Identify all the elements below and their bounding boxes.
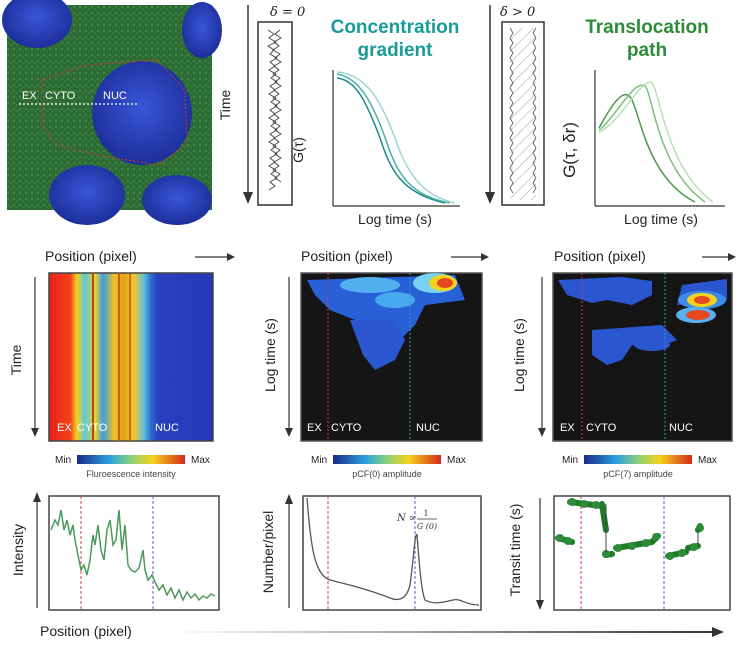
micro-label-ex: EX <box>22 90 37 102</box>
position-label-1: Position (pixel) <box>45 248 137 264</box>
scale-caption-3: pCF(7) amplitude <box>603 469 673 479</box>
delta-pos-label: δ > 0 <box>500 5 535 20</box>
trans-title-line2: path <box>626 40 668 61</box>
region-nuc-1: NUC <box>155 422 179 434</box>
log-time-label-1: Log time (s) <box>358 211 432 227</box>
scale-max-1: Max <box>191 455 210 466</box>
translocation-title: Translocation path <box>572 16 722 62</box>
log-time-label-2: Log time (s) <box>624 211 698 227</box>
region-ex-1: EX <box>57 422 72 434</box>
n-formula-den: G (0) <box>417 522 437 531</box>
time-label-top: Time <box>217 89 233 120</box>
pcf0-panel: Position (pixel) Log time (s) EX CYTO NU… <box>262 248 489 479</box>
number-pixel-panel: Number/pixel N ∝ 1 G (0) <box>260 494 482 611</box>
translocation-plot: G(τ, δr) Log time (s) <box>560 70 725 227</box>
position-label-2: Position (pixel) <box>301 248 393 264</box>
pcf7-panel: Position (pixel) Log time (s) EX CYTO NU… <box>511 248 736 479</box>
scale-max-2: Max <box>447 455 466 466</box>
scale-caption-2: pCF(0) amplitude <box>352 469 422 479</box>
intensity-label: Intensity <box>10 524 26 576</box>
region-cyto-2: CYTO <box>331 422 362 434</box>
micro-label-cyto: CYTO <box>45 90 76 102</box>
delta-zero-label: δ = 0 <box>270 5 305 20</box>
micro-label-nuc: NUC <box>103 90 127 102</box>
transit-time-label: Transit time (s) <box>507 504 523 597</box>
position-label-3: Position (pixel) <box>554 248 646 264</box>
scale-min-2: Min <box>311 455 327 466</box>
log-time-mid-1: Log time (s) <box>262 318 278 392</box>
conc-title-line2: gradient <box>357 40 433 61</box>
intensity-profile-panel: Intensity <box>10 492 220 611</box>
conc-gradient-plot: G(τ) Log time (s) <box>290 70 460 227</box>
log-time-mid-2: Log time (s) <box>511 318 527 392</box>
delta-zero-panel: Time δ = 0 <box>217 5 305 206</box>
n-formula: N ∝ <box>396 513 416 524</box>
trans-title-line1: Translocation <box>585 17 709 38</box>
position-label-bottom: Position (pixel) <box>40 623 132 639</box>
number-pixel-label: Number/pixel <box>260 511 276 593</box>
conc-gradient-title: Concentration gradient <box>320 16 470 62</box>
region-nuc-2: NUC <box>416 422 440 434</box>
transit-time-panel: Transit time (s) <box>507 495 731 611</box>
intensity-carpet-panel: Position (pixel) Time EX CYTO NUC <box>8 248 235 479</box>
g-tau-label: G(τ) <box>290 137 306 163</box>
scale-min-1: Min <box>55 455 71 466</box>
scale-max-3: Max <box>698 455 717 466</box>
region-cyto-3: CYTO <box>586 422 617 434</box>
scale-min-3: Min <box>562 455 578 466</box>
conc-title-line1: Concentration <box>330 17 460 38</box>
n-formula-num: 1 <box>423 509 428 518</box>
region-nuc-3: NUC <box>669 422 693 434</box>
region-ex-2: EX <box>307 422 322 434</box>
microscopy-image: EX CYTO NUC <box>2 0 222 225</box>
bottom-position-axis: Position (pixel) <box>40 623 724 639</box>
time-label-mid: Time <box>8 344 24 375</box>
region-cyto-1: CYTO <box>77 422 108 434</box>
region-ex-3: EX <box>560 422 575 434</box>
delta-pos-panel: δ > 0 <box>485 5 545 206</box>
scale-caption-1: Fluroescence intensity <box>86 469 176 479</box>
g-tau-dr-label: G(τ, δr) <box>560 122 579 178</box>
